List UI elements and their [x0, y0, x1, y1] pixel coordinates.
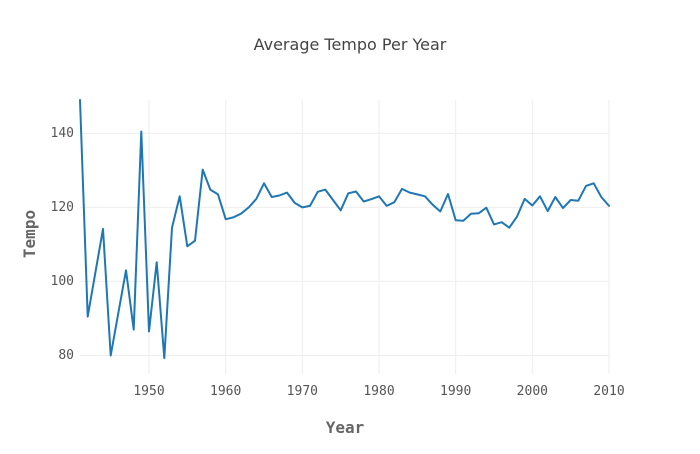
series-layer: [79, 99, 610, 360]
y-tick-label: 120: [51, 200, 74, 215]
chart-title: Average Tempo Per Year: [254, 35, 447, 54]
x-tick-label: 1970: [287, 384, 318, 399]
x-tick-label: 2010: [593, 384, 624, 399]
y-axis-title: Tempo: [20, 210, 39, 258]
series-line: [79, 99, 610, 360]
grid: [80, 100, 610, 374]
y-tick-label: 100: [51, 274, 74, 289]
x-tick-label: 2000: [517, 384, 548, 399]
y-tick-label: 140: [51, 126, 74, 141]
y-tick-label: 80: [58, 348, 74, 363]
x-tick-label: 1950: [133, 384, 164, 399]
x-tick-label: 1980: [363, 384, 394, 399]
x-tick-label: 1960: [210, 384, 241, 399]
tick-labels: 1950 1960 1970 1980 1990 2000 2010 80 100 120 140: [51, 126, 625, 399]
x-axis-title: Year: [326, 418, 365, 437]
x-tick-label: 1990: [440, 384, 471, 399]
